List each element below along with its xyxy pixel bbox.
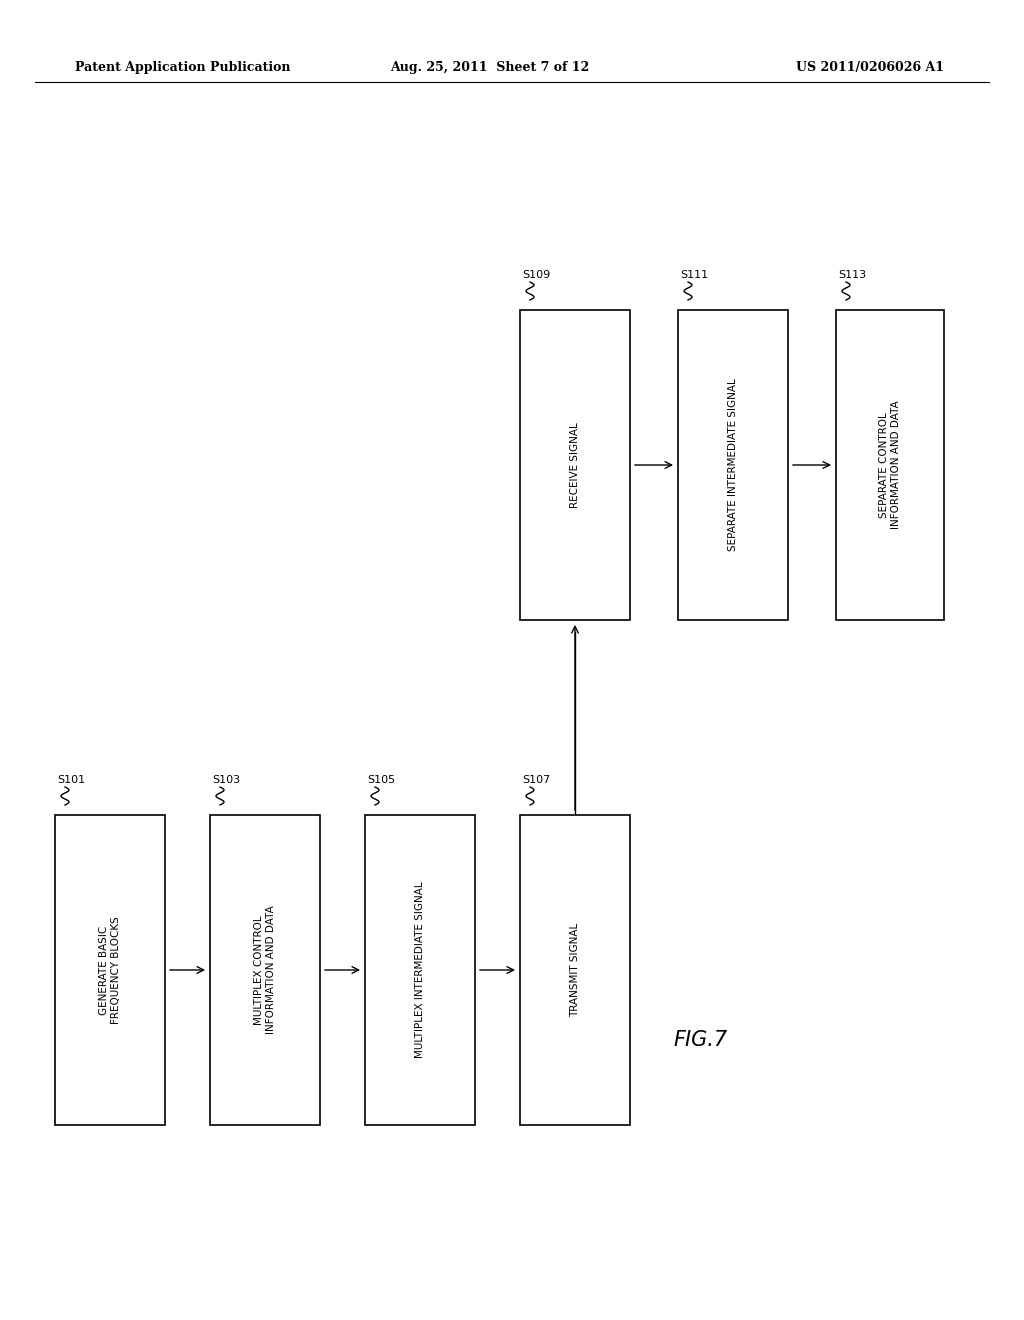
- Bar: [836, 310, 944, 620]
- Text: RECEIVE SIGNAL: RECEIVE SIGNAL: [570, 422, 580, 508]
- Text: S107: S107: [522, 775, 550, 785]
- Bar: [520, 814, 630, 1125]
- Text: SEPARATE CONTROL
INFORMATION AND DATA: SEPARATE CONTROL INFORMATION AND DATA: [880, 401, 901, 529]
- Text: US 2011/0206026 A1: US 2011/0206026 A1: [796, 62, 944, 74]
- Bar: [210, 814, 319, 1125]
- Bar: [55, 814, 165, 1125]
- Text: S113: S113: [838, 271, 866, 280]
- Text: MULTIPLEX CONTROL
INFORMATION AND DATA: MULTIPLEX CONTROL INFORMATION AND DATA: [254, 906, 275, 1035]
- Text: TRANSMIT SIGNAL: TRANSMIT SIGNAL: [570, 923, 580, 1018]
- Text: S105: S105: [367, 775, 395, 785]
- Text: SEPARATE INTERMEDIATE SIGNAL: SEPARATE INTERMEDIATE SIGNAL: [728, 379, 738, 552]
- Text: S103: S103: [212, 775, 240, 785]
- Text: Patent Application Publication: Patent Application Publication: [75, 62, 291, 74]
- Text: Aug. 25, 2011  Sheet 7 of 12: Aug. 25, 2011 Sheet 7 of 12: [390, 62, 590, 74]
- Text: FIG.7: FIG.7: [673, 1030, 727, 1049]
- Bar: [678, 310, 788, 620]
- Text: S109: S109: [522, 271, 550, 280]
- Bar: [365, 814, 475, 1125]
- Text: MULTIPLEX INTERMEDIATE SIGNAL: MULTIPLEX INTERMEDIATE SIGNAL: [415, 882, 425, 1059]
- Text: GENERATE BASIC
FREQUENCY BLOCKS: GENERATE BASIC FREQUENCY BLOCKS: [99, 916, 121, 1024]
- Text: S111: S111: [680, 271, 709, 280]
- Bar: [520, 310, 630, 620]
- Text: S101: S101: [57, 775, 85, 785]
